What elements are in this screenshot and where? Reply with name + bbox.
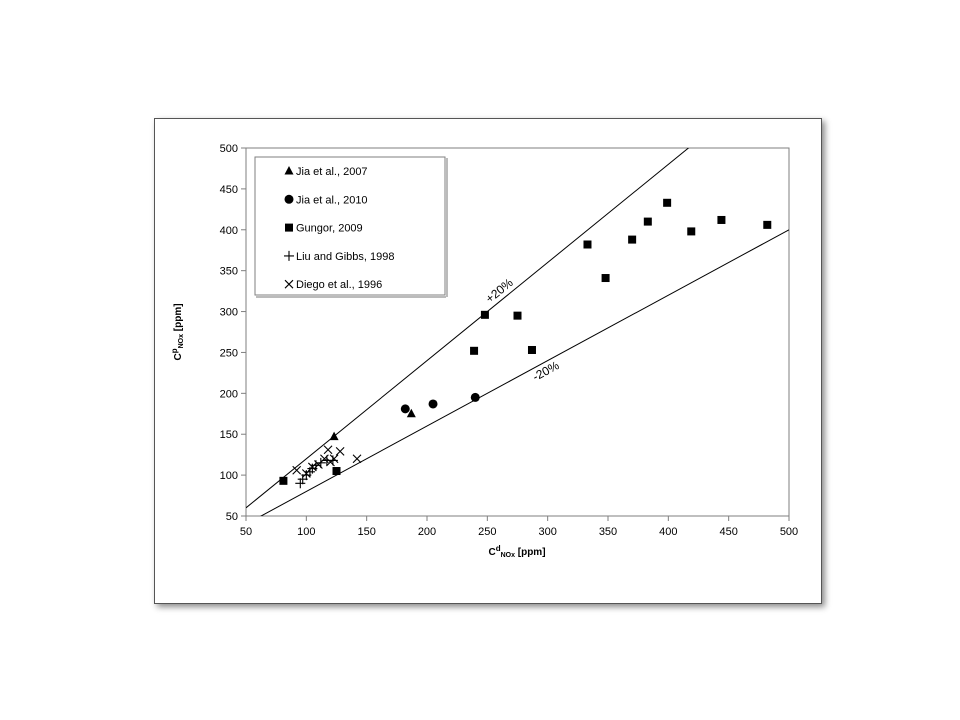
x-tick-label: 250	[478, 526, 496, 538]
legend-marker	[284, 279, 294, 289]
x-tick-label: 450	[719, 526, 737, 538]
data-point	[329, 454, 339, 464]
data-point	[717, 215, 726, 224]
data-point	[763, 220, 772, 229]
x-tick-label: 50	[240, 526, 252, 538]
data-point	[428, 399, 438, 409]
data-point	[628, 235, 637, 244]
data-point	[527, 345, 536, 354]
y-axis-title-unit: [ppm]	[173, 303, 184, 334]
data-point	[292, 465, 302, 475]
legend-marker	[284, 194, 294, 204]
x-axis-title-base: C	[488, 547, 495, 558]
legend-entry: Diego et al., 1996	[296, 279, 382, 291]
scatter-chart: +20%-20% 50 100 150 200 250 300 350 400 450 500 5…	[170, 143, 798, 559]
legend-entry: Liu and Gibbs, 1998	[296, 251, 394, 263]
x-tick-label: 400	[659, 526, 677, 538]
reference-line	[246, 148, 690, 509]
data-point	[643, 217, 652, 226]
data-point	[601, 274, 610, 283]
data-point	[400, 404, 410, 414]
x-tick-label: 300	[538, 526, 556, 538]
data-point	[480, 310, 489, 319]
y-tick-label: 200	[220, 388, 238, 400]
y-axis-title-base: C	[173, 353, 184, 360]
y-tick-label: 250	[220, 347, 238, 359]
data-point	[513, 311, 522, 320]
x-tick-label: 350	[599, 526, 617, 538]
x-tick-label: 150	[357, 526, 375, 538]
data-point	[329, 431, 339, 441]
data-point	[352, 454, 362, 464]
y-tick-label: 500	[220, 143, 238, 155]
data-point	[332, 467, 341, 476]
x-tick-label: 500	[780, 526, 798, 538]
y-axis-title: CpNOx [ppm]	[170, 303, 185, 360]
reference-line	[260, 229, 789, 516]
x-axis-title-sub: NOx	[501, 552, 516, 559]
y-tick-label: 150	[220, 429, 238, 441]
y-tick-label: 50	[226, 511, 238, 523]
x-tick-label: 100	[297, 526, 315, 538]
y-tick-label: 450	[220, 184, 238, 196]
chart-frame: +20% -20% 50 100 150 200 250 300 350 400 450 500 5…	[154, 118, 822, 604]
data-point	[307, 462, 317, 472]
x-axis-title: CdNOx [ppm]	[488, 544, 545, 559]
x-tick-label: 200	[418, 526, 436, 538]
x-axis-title-unit: [ppm]	[515, 547, 546, 558]
data-point	[320, 454, 329, 464]
y-tick-label: 100	[220, 470, 238, 482]
data-point	[406, 408, 416, 418]
data-point	[663, 198, 672, 207]
data-point	[279, 476, 288, 485]
legend-marker	[284, 250, 294, 261]
legend-entry: Jia et al., 2010	[296, 194, 368, 206]
y-axis-title-sup: p	[170, 348, 179, 353]
legend-entry: Gungor, 2009	[296, 223, 363, 235]
legend: Jia et al., 2007 Jia et al., 2010 Gungor, …	[254, 156, 448, 298]
data-point	[323, 445, 333, 455]
data-point	[583, 240, 592, 249]
x-axis-title-sup: d	[496, 544, 501, 553]
y-axis-title-sub: NOx	[178, 334, 185, 349]
data-point	[295, 478, 306, 489]
y-tick-label: 350	[220, 266, 238, 278]
legend-marker	[284, 166, 294, 175]
legend-entry: Jia et al., 2007	[296, 166, 368, 178]
legend-marker	[285, 223, 293, 232]
y-tick-label: 400	[220, 225, 238, 237]
data-point	[470, 346, 479, 355]
y-tick-label: 300	[220, 307, 238, 319]
data-point	[687, 227, 696, 236]
data-point	[335, 447, 345, 456]
data-point	[470, 392, 480, 402]
